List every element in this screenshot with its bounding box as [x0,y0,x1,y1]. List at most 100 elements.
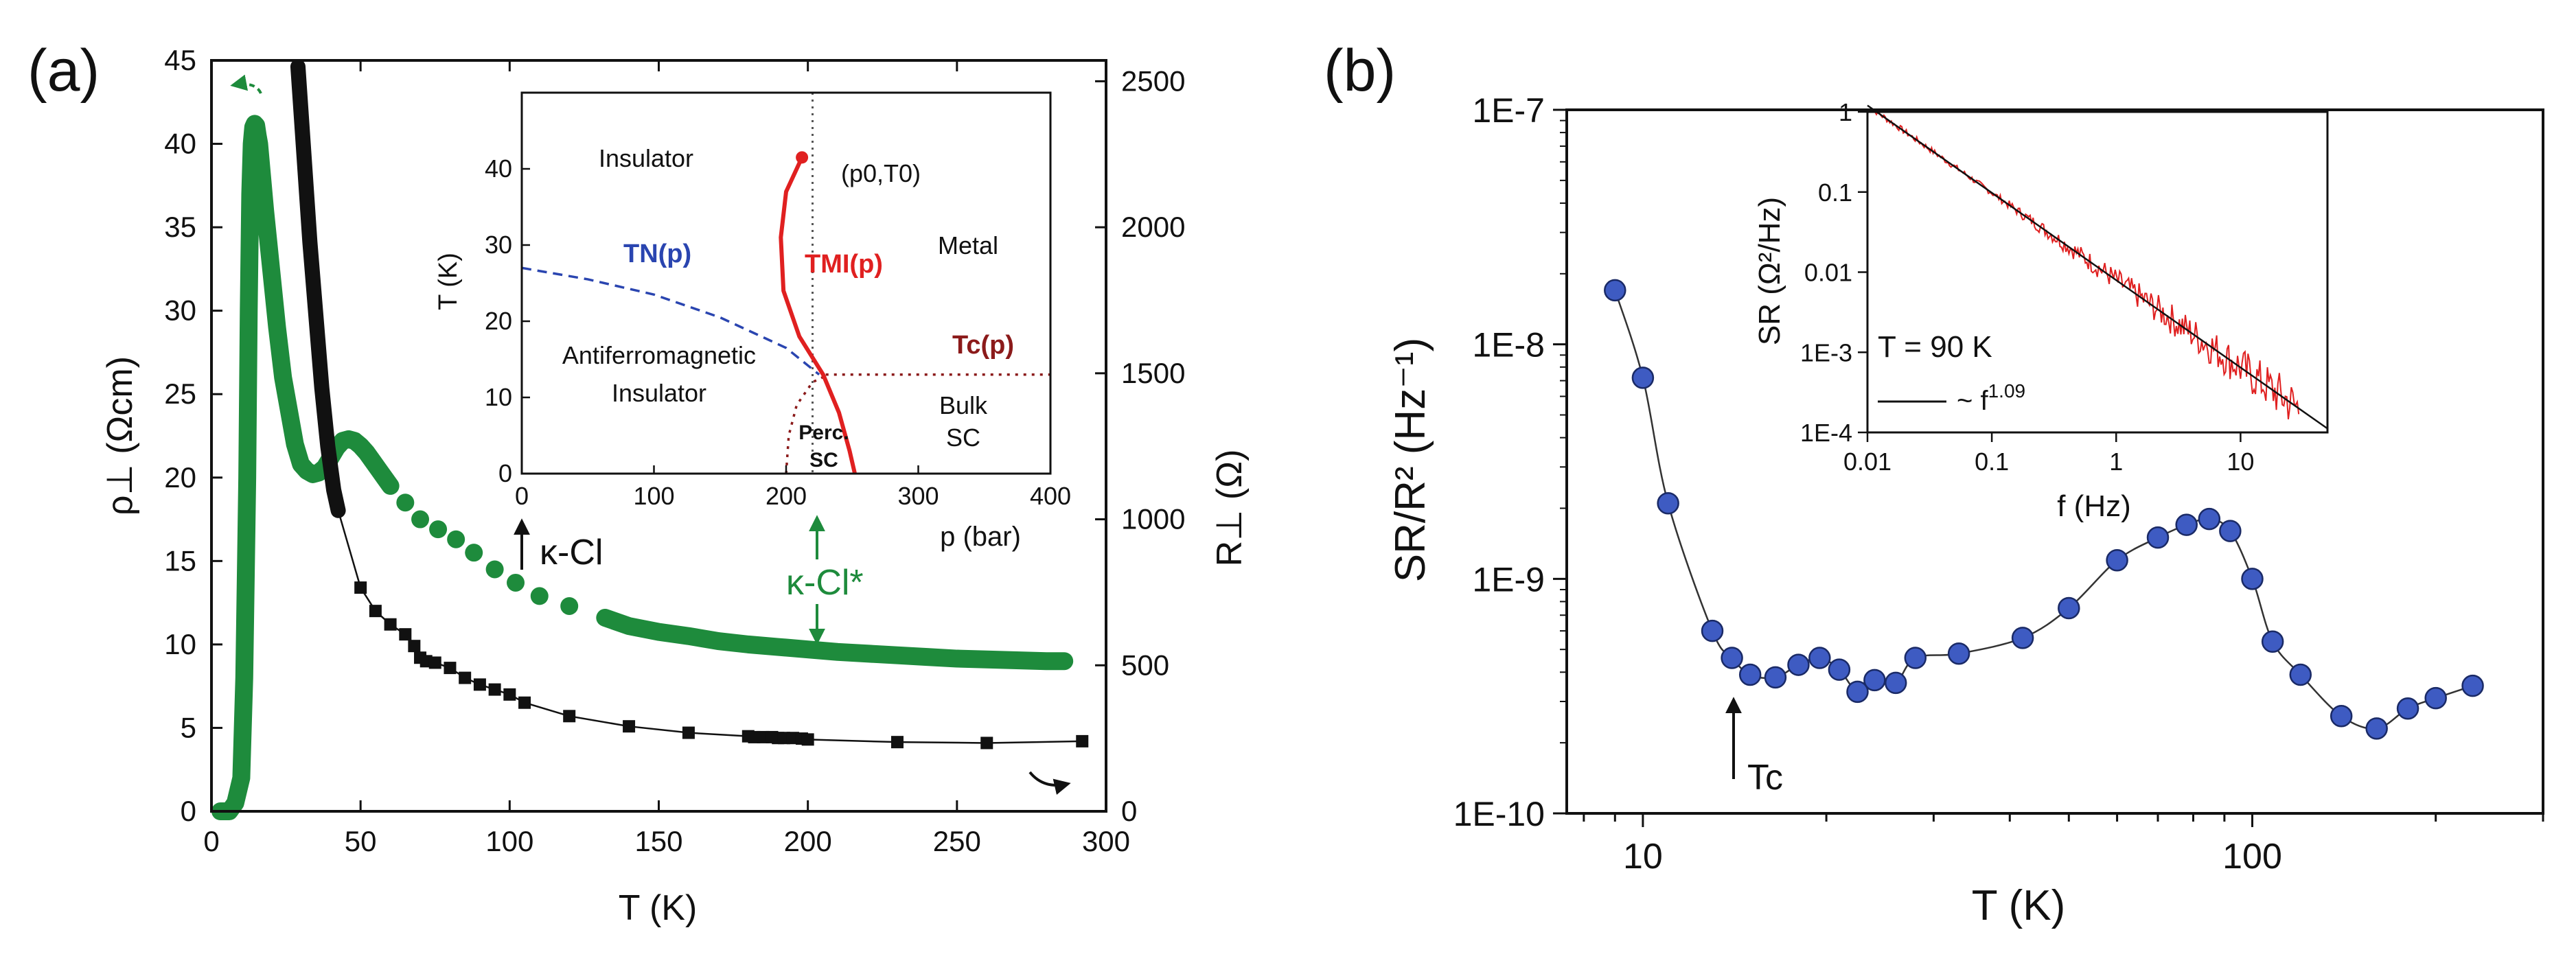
b-fit-curve [1614,290,2473,730]
panel-b-main-chart: 10 100 1E-10 1E-9 1E-8 1E-7 T (K) SR/R² (Hz⁻¹… [1387,91,2544,929]
black-square-marker [623,720,636,733]
panel-b-y-axis-label: SR/R² (Hz⁻¹) [1387,338,1434,582]
b-data-point [2011,627,2034,649]
black-square-marker [428,656,441,669]
critical-point-label: (p0,T0) [841,159,921,187]
region-perc-sc: SC [809,449,838,472]
x-tick-label: 100 [485,825,533,857]
inset-a-x-tick-label: 400 [1030,482,1071,510]
black-square-marker [890,736,904,749]
y-tick-label: 0 [181,795,196,827]
b-data-point [2365,717,2388,740]
b-data-point [1884,671,1907,695]
black-square-marker [980,736,993,750]
b-data-point [1787,653,1810,676]
panel-b-x-axis-label: T (K) [1972,882,2066,929]
y-tick-label: 45 [164,44,196,76]
y-tick-label: 40 [164,128,196,160]
bi-y-tick-label: 0.01 [1804,259,1852,287]
b-data-point [2175,513,2198,536]
y-tick-label: 30 [164,294,196,327]
bi-y-tick-label: 0.1 [1818,178,1852,207]
b-data-point [2330,704,2353,728]
b-data-point [2289,663,2312,686]
tc-label: Tc(p) [952,331,1014,360]
inset-a-x-axis-label: p (bar) [940,522,1021,552]
y-tick-label: 35 [164,211,196,243]
b-data-point [2106,549,2128,572]
bi-x-tick-label: 0.01 [1843,448,1891,476]
b-data-point [2261,630,2284,653]
panel-a-y2-axis-label: R⊥ (Ω) [1210,450,1250,567]
b-data-point [1828,658,1851,681]
black-square-marker [488,683,501,696]
y2-tick-label: 2000 [1121,211,1185,243]
black-square-marker [1076,734,1089,747]
inset-a-y-tick-label: 30 [485,231,512,259]
green-series-low-temp [211,115,400,820]
b-data-point [1604,279,1626,302]
y2-tick-label: 1000 [1121,503,1185,535]
tc-annotation: Tc [1747,758,1783,798]
tmi-phase-boundary [779,156,858,474]
black-square-marker [473,678,486,691]
tmi-label: TMI(p) [805,250,883,279]
green-data-point [530,587,549,605]
b-x-tick-label: 100 [2222,837,2282,877]
y-tick-label: 20 [164,461,196,494]
b-y-tick-label: 1E-10 [1453,795,1545,833]
b-data-point [1701,619,1724,642]
green-data-point [507,573,525,592]
black-square-marker [563,710,576,723]
region-insulator: Insulator [599,144,693,172]
inset-b-legend-text: ~ f1.09 [1957,380,2025,416]
y2-tick-label: 2500 [1121,65,1185,97]
b-data-point [1863,669,1886,692]
x-tick-label: 0 [203,825,219,857]
x-tick-label: 200 [784,825,832,857]
inset-a-y-tick-label: 40 [485,154,512,183]
bi-x-tick-label: 10 [2227,448,2254,476]
green-data-point [411,510,430,529]
inset-a-y-tick-label: 0 [498,459,512,487]
bi-x-tick-label: 0.1 [1975,448,2009,476]
panel-b-inset-spectrum: 0.01 0.1 1 10 1E-4 1E-3 0.01 0.1 1 f (Hz) SR (Ω²… [1753,98,2329,523]
region-sc: SC [946,424,980,452]
black-square-marker [369,605,382,618]
black-square-marker [399,628,412,641]
b-data-point [1657,491,1679,515]
perc-sc-boundary [785,373,829,474]
b-data-point [2241,568,2264,590]
b-data-point [2219,520,2242,542]
region-perc: Perc. [798,421,849,444]
green-series-high-temp [596,608,1074,671]
black-square-marker [408,640,421,653]
tn-phase-boundary [521,266,820,376]
inset-a-x-tick-label: 200 [766,482,807,510]
y2-tick-label: 1500 [1121,357,1185,389]
b-data-point [2396,697,2419,720]
b-y-tick-label: 1E-9 [1472,560,1545,599]
panel-a-x-axis-label: T (K) [619,888,698,928]
black-square-marker [518,696,531,709]
b-y-tick-label: 1E-7 [1472,91,1545,130]
b-data-point [1846,680,1869,704]
x-tick-label: 150 [634,825,682,857]
y-tick-label: 25 [164,378,196,410]
inset-a-x-tick-label: 100 [633,482,674,510]
panel-label-b: (b) [1324,38,1396,104]
y2-tick-label: 0 [1121,795,1137,827]
green-data-point [429,520,448,539]
x-tick-label: 250 [933,825,981,857]
inset-b-temperature-label: T = 90 K [1878,330,1992,364]
b-data-point [2146,526,2170,549]
black-square-marker [801,733,814,746]
black-square-marker [384,618,397,631]
green-data-point [485,560,504,579]
kappa-cl-star-label: κ-Cl* [786,563,864,603]
black-square-marker [503,688,516,701]
panel-b-plot-frame [1565,108,2544,815]
x-tick-label: 300 [1082,825,1130,857]
bi-x-tick-label: 1 [2109,448,2123,476]
black-square-marker [354,581,367,594]
